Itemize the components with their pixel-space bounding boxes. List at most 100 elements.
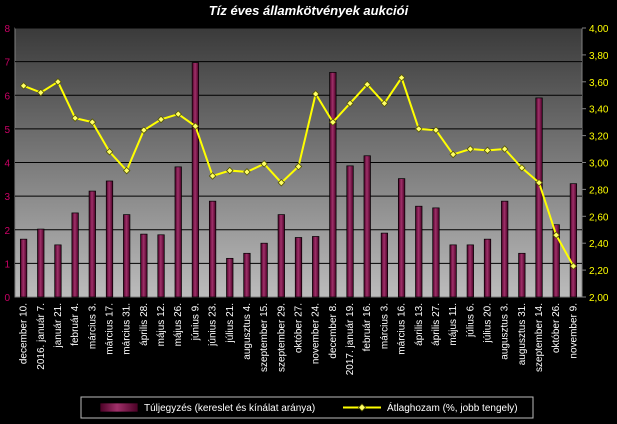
- bar-mark: [243, 252, 251, 298]
- bar-mark: [380, 232, 389, 298]
- line-point: [329, 118, 337, 126]
- bar-mark: [260, 242, 268, 298]
- line-point: [122, 166, 131, 175]
- bar-mark: [277, 214, 285, 298]
- line-point: [483, 146, 492, 155]
- line-point: [466, 145, 475, 153]
- x-category-label: július 20.: [483, 303, 494, 343]
- legend-label-bar: Túljegyzés (kereslet és kínálat aránya): [144, 403, 315, 414]
- line-point: [569, 262, 578, 270]
- bar-mark: [483, 238, 492, 298]
- bar-mark: [552, 224, 560, 298]
- x-category-label: október 26.: [551, 303, 562, 353]
- x-category-label: 2016. január 7.: [36, 303, 47, 370]
- line-point: [260, 160, 268, 168]
- y-left-tick-label: 2: [4, 226, 10, 237]
- bar-mark: [191, 62, 200, 298]
- x-category-label: október 27.: [294, 303, 305, 353]
- x-category-label: március 3.: [87, 303, 98, 349]
- bar-mark: [312, 236, 320, 298]
- line-point: [105, 147, 114, 156]
- bar-mark: [432, 207, 440, 298]
- bar-mark: [535, 97, 543, 298]
- line-point: [500, 145, 509, 153]
- y-right-tick-label: 2,80: [589, 185, 609, 196]
- line-point: [415, 125, 423, 133]
- x-category-label: március 16.: [397, 303, 408, 355]
- bar-mark: [71, 212, 79, 298]
- x-category-label: augusztus 3.: [500, 303, 511, 360]
- line-point: [380, 99, 389, 108]
- line-point: [243, 168, 251, 176]
- chart-title: Tíz éves államkötvények aukciói: [208, 3, 409, 18]
- line-point: [535, 178, 543, 187]
- y-left-tick-label: 1: [4, 259, 10, 270]
- line-point: [346, 99, 354, 108]
- x-category-label: június 23.: [208, 303, 219, 347]
- bar-mark: [54, 244, 62, 298]
- x-category-label: 2017. január 19.: [345, 303, 356, 375]
- bar-mark: [37, 228, 45, 298]
- x-category-label: május 12.: [156, 303, 167, 346]
- line-point: [157, 115, 165, 124]
- y-right-tick-label: 2,20: [589, 266, 609, 277]
- bar-mark: [363, 155, 371, 298]
- line-point: [294, 162, 303, 171]
- line-point: [432, 126, 440, 134]
- x-category-label: március 31.: [122, 303, 133, 355]
- x-category-label: július 21.: [225, 303, 236, 343]
- legend-box: [80, 396, 534, 419]
- y-right-tick-label: 3,20: [589, 132, 609, 143]
- line-point: [226, 166, 234, 175]
- line-point: [552, 231, 560, 239]
- x-category-label: augusztus 31.: [517, 303, 528, 365]
- y-right-tick-label: 3,80: [589, 51, 609, 62]
- x-category-label: november 9.: [568, 303, 579, 359]
- y-left-tick-label: 7: [4, 58, 10, 69]
- bar-mark: [208, 200, 217, 298]
- line-point: [449, 150, 457, 159]
- legend-line-marker: [357, 403, 367, 412]
- line-point: [37, 88, 45, 97]
- y-right-tick-label: 2,00: [589, 293, 609, 304]
- x-category-label: szeptember 14.: [534, 303, 545, 372]
- bar-mark: [518, 252, 526, 298]
- y-left-tick-label: 0: [4, 293, 10, 304]
- x-category-label: december 8.: [328, 303, 339, 359]
- x-category-label: november 24.: [311, 303, 322, 364]
- y-right-tick-label: 3,40: [589, 105, 609, 116]
- y-right-tick-label: 4,00: [589, 24, 609, 35]
- line-point: [88, 118, 97, 126]
- bar-mark: [294, 237, 303, 298]
- y-left-tick-label: 4: [4, 159, 10, 170]
- line-point: [174, 110, 182, 118]
- x-category-label: július 6.: [465, 303, 476, 338]
- x-category-label: június 9.: [190, 303, 201, 341]
- line-point: [140, 126, 148, 134]
- bar-mark: [226, 257, 234, 298]
- bar-mark: [415, 205, 423, 298]
- y-left-tick-label: 8: [4, 24, 10, 35]
- line-point: [19, 82, 28, 90]
- x-category-label: szeptember 29.: [276, 303, 287, 372]
- bar-mark: [19, 238, 28, 298]
- line-point: [311, 90, 320, 98]
- x-category-label: április 27.: [431, 303, 442, 346]
- x-category-label: március 17.: [105, 303, 116, 355]
- x-category-label: március 3.: [379, 303, 390, 349]
- line-point: [363, 80, 371, 89]
- bar-mark: [397, 178, 406, 298]
- line-point: [71, 114, 79, 122]
- line-point: [54, 78, 62, 86]
- bar-mark: [123, 214, 131, 298]
- legend-bar-swatch: [99, 402, 139, 413]
- line-point: [277, 178, 286, 187]
- y-right-tick-label: 3,00: [589, 159, 609, 170]
- x-category-label: január 21.: [53, 303, 64, 348]
- bar-mark: [346, 165, 354, 298]
- y-right-tick-label: 3,60: [589, 78, 609, 89]
- x-category-label: augusztus 4.: [242, 303, 253, 360]
- bar-mark: [157, 234, 165, 298]
